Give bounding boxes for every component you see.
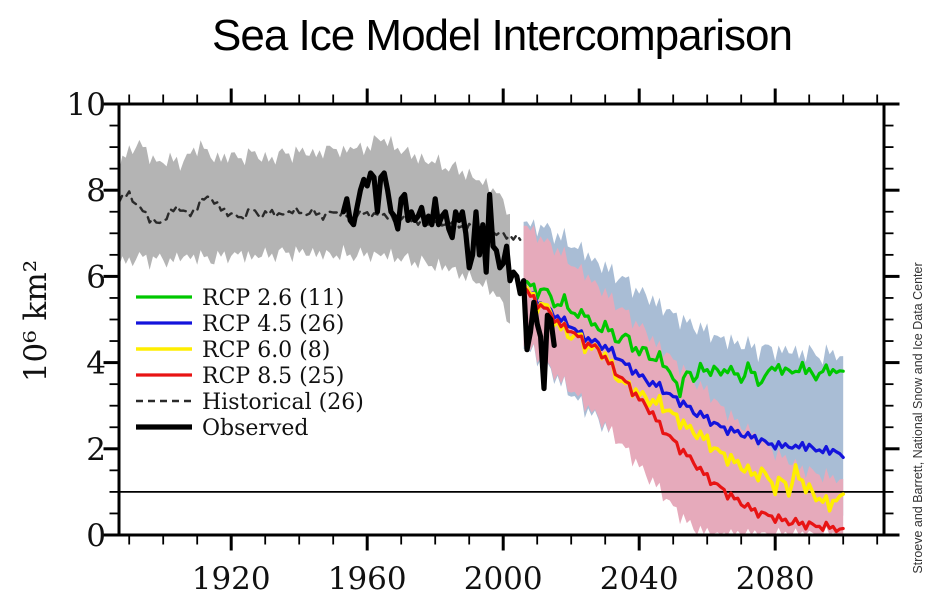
y-tick-label-4: 4 bbox=[86, 346, 106, 382]
credit-text: Stroeve and Barrett, National Snow and I… bbox=[911, 262, 925, 574]
series-rcp85-line bbox=[522, 285, 845, 534]
plot-frame bbox=[117, 102, 886, 537]
x-tick-label-1920: 1920 bbox=[192, 561, 271, 597]
series-observed-line bbox=[340, 170, 557, 392]
legend-label-rcp60: RCP 6.0 (8) bbox=[202, 338, 330, 363]
y-tick-label-10: 10 bbox=[67, 87, 106, 123]
legend-label-rcp26: RCP 2.6 (11) bbox=[202, 286, 344, 311]
y-tick-label-6: 6 bbox=[86, 259, 106, 295]
series-rcp26-line bbox=[522, 279, 845, 399]
x-tick-label-2080: 2080 bbox=[736, 561, 815, 597]
legend-label-observed: Observed bbox=[202, 416, 308, 441]
series-rcp45-line bbox=[522, 287, 845, 459]
band-historical-spread bbox=[119, 135, 510, 324]
y-tick-label-2: 2 bbox=[86, 432, 106, 468]
y-axis-label: 10⁶ km² bbox=[18, 259, 54, 383]
y-axis-tick-labels: 0 2 4 6 8 10 bbox=[67, 87, 106, 554]
y-tick-label-0: 0 bbox=[86, 518, 106, 554]
data-series bbox=[117, 170, 845, 534]
chart-title: Sea Ice Model Intercomparison bbox=[212, 11, 793, 60]
x-tick-label-1960: 1960 bbox=[328, 561, 407, 597]
axis-ticks bbox=[103, 88, 900, 551]
legend-label-historical: Historical (26) bbox=[202, 390, 364, 415]
x-axis-tick-labels: 1920 1960 2000 2040 2080 bbox=[192, 561, 815, 597]
legend: RCP 2.6 (11)RCP 4.5 (26)RCP 6.0 (8)RCP 8… bbox=[136, 286, 364, 441]
x-tick-label-2040: 2040 bbox=[600, 561, 679, 597]
y-tick-label-8: 8 bbox=[86, 173, 106, 209]
legend-label-rcp85: RCP 8.5 (25) bbox=[202, 364, 344, 389]
legend-label-rcp45: RCP 4.5 (26) bbox=[202, 312, 344, 337]
x-tick-label-2000: 2000 bbox=[464, 561, 543, 597]
